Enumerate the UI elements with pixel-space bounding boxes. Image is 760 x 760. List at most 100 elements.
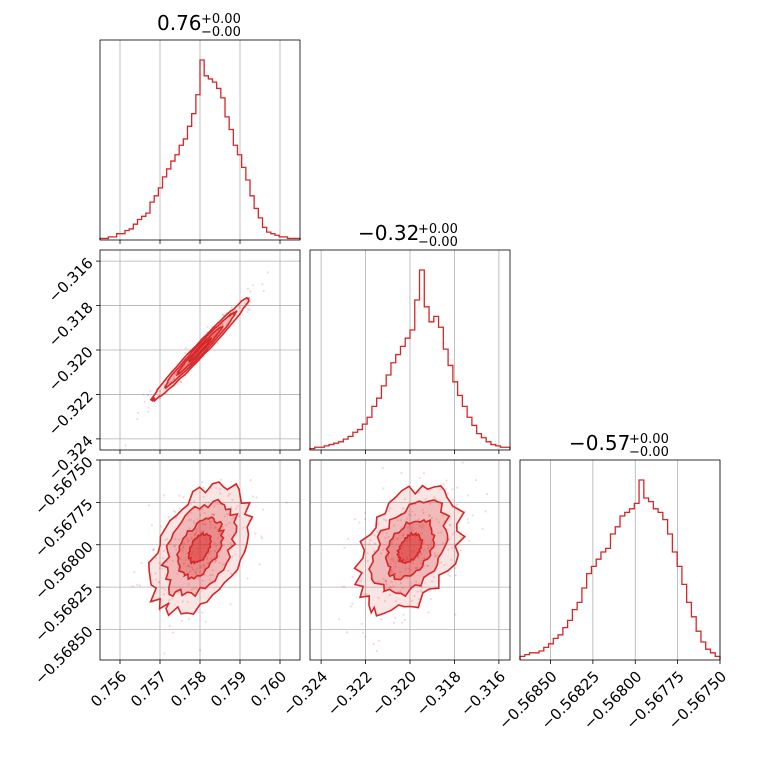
sample-point [377, 523, 380, 526]
title-0-lower: −0.00 [201, 25, 241, 40]
sample-point [251, 495, 254, 498]
sample-point [236, 505, 240, 508]
sample-point [192, 520, 195, 523]
sample-point [227, 512, 230, 516]
x-tick-label: −0.324 [279, 668, 331, 720]
sample-point [451, 546, 454, 549]
sample-point [222, 323, 225, 326]
sample-point [411, 599, 414, 602]
sample-point [251, 284, 255, 287]
sample-point [416, 590, 419, 593]
sample-point [215, 559, 218, 562]
sample-point [179, 380, 182, 383]
sample-point [133, 571, 136, 574]
sample-point [430, 516, 433, 520]
sample-point [173, 545, 177, 548]
sample-point [171, 559, 174, 562]
sample-point [406, 539, 409, 542]
sample-point [203, 523, 207, 526]
sample-point [467, 494, 470, 497]
sample-point [213, 505, 216, 508]
sample-point [428, 514, 432, 517]
sample-point [197, 577, 200, 580]
sample-point [388, 593, 392, 597]
sample-point [227, 569, 230, 572]
sample-point [485, 493, 489, 496]
sample-point [221, 313, 225, 316]
sample-point [218, 555, 221, 558]
sample-point [390, 541, 393, 544]
sample-point [222, 314, 225, 317]
sample-point [408, 567, 411, 570]
sample-point [266, 271, 269, 274]
sample-point [382, 487, 385, 490]
sample-point [385, 582, 388, 586]
sample-point [387, 535, 390, 538]
sample-point [418, 476, 421, 480]
sample-point [214, 544, 218, 548]
sample-point [417, 556, 420, 559]
sample-point [231, 498, 234, 501]
sample-point [182, 562, 186, 565]
sample-point [190, 552, 193, 556]
sample-point [258, 563, 261, 566]
density-contour [384, 518, 436, 581]
panel-content [131, 478, 288, 655]
sample-point [202, 495, 205, 498]
sample-point [390, 569, 393, 572]
sample-point [428, 514, 431, 517]
sample-point [192, 587, 195, 590]
sample-point [208, 552, 211, 555]
sample-point [191, 537, 194, 540]
sample-point [377, 639, 381, 642]
sample-point [448, 538, 451, 541]
sample-point [187, 565, 191, 568]
sample-point [262, 289, 265, 293]
sample-point [454, 613, 457, 616]
sample-point [213, 555, 217, 558]
sample-point [392, 559, 395, 562]
sample-point [196, 530, 199, 533]
sample-point [203, 511, 206, 514]
sample-point [390, 586, 393, 589]
sample-point [439, 488, 442, 491]
sample-point [177, 538, 181, 541]
sample-point [227, 494, 230, 497]
sample-point [415, 580, 418, 583]
sample-point [234, 308, 237, 312]
histogram-panel-0 [99, 39, 301, 244]
sample-point [399, 589, 402, 593]
sample-point [436, 554, 439, 557]
sample-point [151, 548, 154, 552]
sample-point [422, 511, 425, 514]
sample-point [394, 600, 398, 603]
sample-point [404, 577, 407, 580]
sample-point [192, 568, 195, 572]
sample-point [411, 510, 414, 513]
sample-point [247, 308, 250, 311]
sample-point [360, 622, 363, 626]
sample-point [421, 524, 425, 527]
sample-point [384, 536, 387, 539]
sample-point [214, 526, 217, 529]
sample-point [346, 631, 349, 634]
title-0-upper: +0.00 [201, 12, 241, 27]
sample-point [409, 514, 412, 517]
sample-point [168, 598, 171, 602]
sample-point [187, 540, 190, 543]
title-1-upper: +0.00 [418, 222, 458, 237]
sample-point [178, 558, 182, 561]
sample-point [448, 524, 452, 527]
sample-point [262, 508, 265, 511]
sample-point [158, 609, 161, 612]
sample-point [162, 494, 166, 497]
sample-point [191, 567, 194, 571]
sample-point [384, 579, 388, 583]
sample-point [174, 538, 177, 541]
sample-point [401, 621, 404, 624]
sample-point [209, 557, 213, 560]
sample-point [401, 545, 404, 548]
sample-point [422, 557, 425, 560]
sample-point [418, 491, 421, 494]
sample-point [349, 605, 352, 608]
